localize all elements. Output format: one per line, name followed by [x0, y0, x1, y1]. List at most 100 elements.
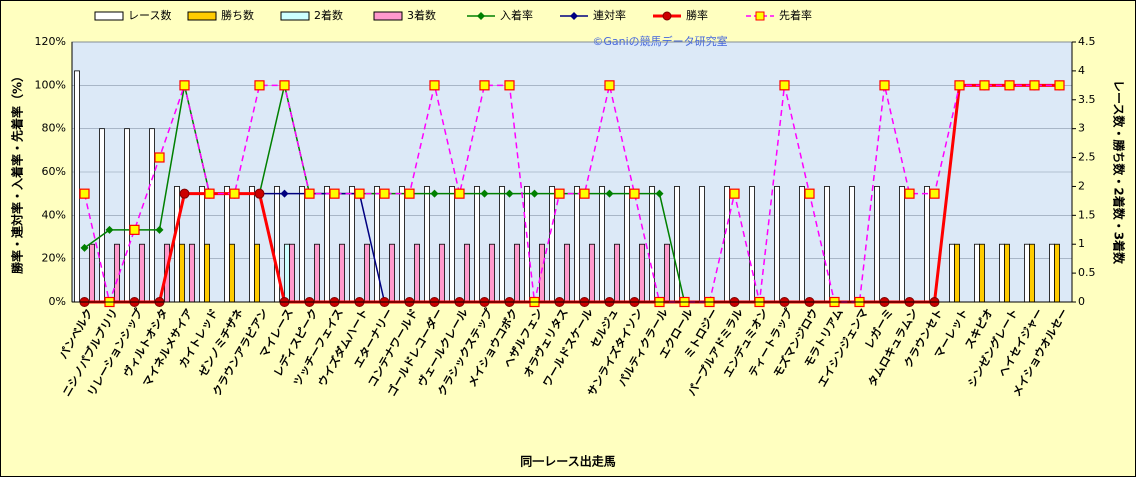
marker: [505, 189, 514, 198]
bar: [414, 243, 420, 303]
bar: [204, 243, 210, 303]
legend-label: レース数: [128, 9, 171, 22]
y-axis-title: 勝率・連対率・入着率・先着率（%）: [10, 70, 25, 274]
bar: [489, 243, 495, 303]
marker: [280, 189, 289, 198]
bar: [254, 243, 260, 303]
legend-label: 3着数: [407, 8, 436, 22]
y-tick-label: 20%: [42, 252, 66, 265]
bar: [674, 186, 680, 303]
bar: [389, 243, 395, 303]
bar: [449, 186, 455, 303]
y-tick-label: 120%: [35, 35, 66, 48]
bar: [224, 186, 230, 303]
bar: [189, 243, 195, 303]
marker: [729, 188, 740, 199]
marker: [929, 188, 940, 199]
bar: [499, 186, 505, 303]
marker: [154, 152, 165, 163]
bar: [574, 186, 580, 303]
marker: [354, 188, 365, 199]
bar: [774, 186, 780, 303]
y2-tick-label: 1: [1078, 237, 1085, 250]
marker: [79, 188, 90, 199]
legend-item: 先着率: [746, 8, 812, 22]
legend-marker: [477, 12, 485, 20]
y-tick-label: 100%: [35, 78, 66, 91]
bar: [539, 243, 545, 303]
bar: [649, 186, 655, 303]
marker: [254, 188, 265, 199]
bar: [549, 186, 555, 303]
marker: [179, 188, 190, 199]
bar: [1054, 243, 1060, 303]
marker: [504, 80, 515, 91]
bar: [524, 186, 530, 303]
marker: [879, 80, 890, 91]
marker: [779, 80, 790, 91]
bar: [899, 186, 905, 303]
marker: [480, 189, 489, 198]
legend-label: 先着率: [779, 8, 812, 22]
legend-item: 勝ち数: [187, 8, 254, 22]
marker: [804, 188, 815, 199]
bar: [124, 128, 130, 303]
y2-tick-label: 0.5: [1078, 266, 1096, 279]
bar: [289, 243, 295, 303]
bar: [464, 243, 470, 303]
bar: [824, 186, 830, 303]
y2-tick-label: 4.5: [1078, 35, 1096, 48]
bar: [284, 243, 290, 303]
marker: [430, 189, 439, 198]
legend-label: 2着数: [314, 8, 343, 22]
marker: [155, 225, 164, 234]
bar: [324, 186, 330, 303]
legend-item: 3着数: [373, 8, 436, 22]
bar: [799, 186, 805, 303]
bar: [314, 243, 320, 303]
y-tick-label: 60%: [42, 165, 66, 178]
legend-swatch: [187, 11, 217, 21]
bar: [179, 243, 185, 303]
bar: [339, 243, 345, 303]
bar: [1024, 243, 1030, 303]
bar: [849, 186, 855, 303]
marker: [579, 188, 590, 199]
legend-swatch: [94, 11, 124, 21]
legend-label: 連対率: [593, 8, 626, 22]
bar: [89, 243, 95, 303]
legend-label: 勝ち数: [221, 8, 254, 22]
y2-tick-label: 2.5: [1078, 151, 1096, 164]
line: [83, 82, 1060, 305]
bar: [949, 243, 955, 303]
bar: [999, 243, 1005, 303]
legend-swatch: [280, 11, 310, 21]
legend-item: 連対率: [560, 8, 626, 22]
legend-marker: [755, 11, 765, 21]
legend-item: 2着数: [280, 8, 343, 22]
marker: [454, 188, 465, 199]
bar: [349, 186, 355, 303]
bar: [699, 186, 705, 303]
y-tick-label: 40%: [42, 208, 66, 221]
bar: [874, 186, 880, 303]
y-tick-label: 0%: [49, 295, 66, 308]
marker: [204, 188, 215, 199]
watermark: ©Ganiの競馬データ研究室: [592, 34, 727, 48]
bar: [364, 243, 370, 303]
bar: [639, 243, 645, 303]
bar: [439, 243, 445, 303]
bar: [954, 243, 960, 303]
legend-marker: [570, 12, 578, 20]
y2-tick-label: 0: [1078, 295, 1085, 308]
bar: [974, 243, 980, 303]
marker: [530, 189, 539, 198]
marker: [479, 80, 490, 91]
legend-item: 入着率: [467, 8, 533, 22]
bar: [74, 70, 80, 303]
marker: [554, 188, 565, 199]
y2-tick-label: 3: [1078, 122, 1085, 135]
y2-tick-label: 4: [1078, 64, 1085, 77]
marker: [629, 188, 640, 199]
